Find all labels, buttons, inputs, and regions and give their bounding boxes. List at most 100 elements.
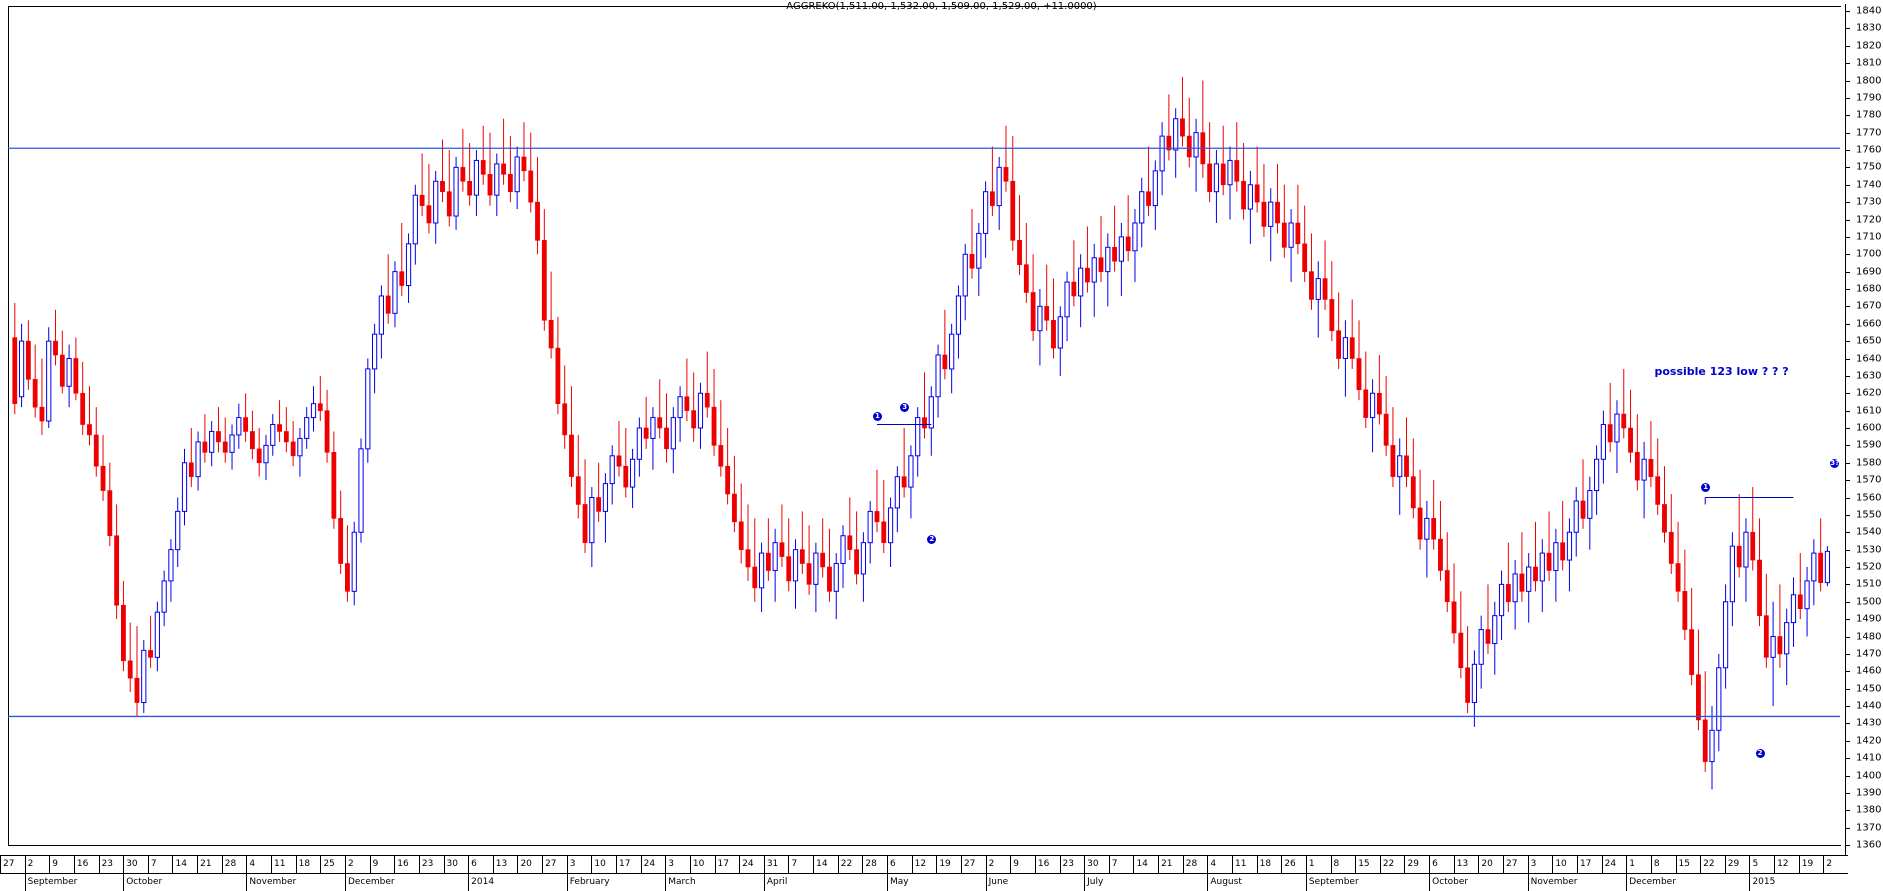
date-minor-tick: 11 xyxy=(1232,856,1257,873)
price-tick-mark xyxy=(1845,532,1850,534)
price-tick-mark xyxy=(1845,202,1850,204)
price-tick-mark xyxy=(1845,236,1850,238)
date-minor-tick: 21 xyxy=(197,856,222,873)
date-major-tick: March xyxy=(665,874,764,891)
price-tick-label: 1630 xyxy=(1856,370,1882,382)
date-minor-tick: 7 xyxy=(788,856,813,873)
date-minor-tick: 25 xyxy=(320,856,345,873)
price-tick-mark xyxy=(1845,636,1850,638)
price-tick-label: 1600 xyxy=(1856,422,1882,434)
date-minor-tick: 31 xyxy=(763,856,789,873)
date-minor-tick: 2 xyxy=(985,856,1011,873)
date-axis-top-rule xyxy=(0,855,1848,856)
price-tick-label: 1810 xyxy=(1856,57,1882,69)
date-minor-tick: 6 xyxy=(887,856,912,873)
price-tick-label: 1390 xyxy=(1856,787,1882,799)
date-minor-tick: 20 xyxy=(1478,856,1503,873)
price-tick-mark xyxy=(1845,775,1850,777)
price-axis: 1840 1830 1820 1810 1800 1790 1780 1770 1760 1750… xyxy=(1845,0,1883,855)
price-tick-label: 1730 xyxy=(1856,196,1882,208)
price-tick-label: 1550 xyxy=(1856,509,1882,521)
date-minor-tick: 7 xyxy=(147,856,173,873)
price-tick-label: 1520 xyxy=(1856,561,1882,573)
price-axis-line xyxy=(1845,4,1846,856)
date-minor-tick: 22 xyxy=(1700,856,1725,873)
price-tick-mark xyxy=(1845,28,1850,30)
price-tick-mark xyxy=(1845,289,1850,290)
date-major-tick: June xyxy=(985,874,1085,891)
price-tick-label: 1470 xyxy=(1856,648,1882,660)
price-tick-label: 1570 xyxy=(1856,474,1882,486)
price-tick-mark xyxy=(1845,132,1850,134)
price-tick-label: 1620 xyxy=(1856,387,1882,399)
price-tick-mark xyxy=(1845,184,1850,186)
elliott-wave-label: 2 xyxy=(927,535,937,545)
price-tick-label: 1370 xyxy=(1856,822,1882,834)
date-minor-tick: 4 xyxy=(1207,856,1232,873)
price-tick-mark xyxy=(1845,167,1850,169)
price-tick-label: 1640 xyxy=(1856,353,1882,364)
date-minor-tick: 6 xyxy=(468,856,493,873)
plot-frame xyxy=(8,6,1841,846)
date-minor-tick: 28 xyxy=(221,856,247,873)
price-tick-mark xyxy=(1845,601,1850,603)
price-tick-label: 1450 xyxy=(1856,683,1882,695)
date-minor-tick: 12 xyxy=(1774,856,1799,873)
price-tick-mark xyxy=(1845,845,1850,846)
price-tick-label: 1590 xyxy=(1856,439,1882,451)
date-minor-tick: 27 xyxy=(0,856,25,873)
price-tick-label: 1660 xyxy=(1856,318,1882,330)
price-tick-mark xyxy=(1845,671,1850,673)
date-minor-tick: 14 xyxy=(172,856,197,873)
price-tick-label: 1760 xyxy=(1856,144,1882,156)
date-minor-tick: 17 xyxy=(714,856,740,873)
price-tick-label: 1710 xyxy=(1856,231,1882,243)
date-minor-tick: 12 xyxy=(911,856,937,873)
date-minor-tick: 19 xyxy=(1798,856,1824,873)
date-minor-tick: 2 xyxy=(344,856,370,873)
price-tick-label: 1400 xyxy=(1856,770,1882,781)
price-tick-mark xyxy=(1845,567,1850,568)
date-minor-tick: 17 xyxy=(1576,856,1602,873)
date-minor-tick: 3 xyxy=(566,856,592,873)
date-minor-tick: 2 xyxy=(24,856,50,873)
date-major-tick: October xyxy=(1429,874,1528,891)
price-tick-mark xyxy=(1845,254,1850,256)
price-tick-mark xyxy=(1845,375,1850,377)
price-tick-mark xyxy=(1845,80,1850,82)
price-tick-mark xyxy=(1845,514,1850,516)
elliott-wave-label: 2 xyxy=(1755,748,1765,758)
date-minor-tick: 16 xyxy=(73,856,99,873)
date-minor-tick: 13 xyxy=(1453,856,1479,873)
price-tick-mark xyxy=(1845,63,1850,65)
date-major-tick: November xyxy=(246,874,345,891)
price-tick-mark xyxy=(1845,584,1850,586)
date-major-tick: 2015 xyxy=(1749,874,1848,891)
date-minor-tick: 19 xyxy=(936,856,961,873)
price-tick-label: 1650 xyxy=(1856,335,1882,347)
date-minor-tick: 2 xyxy=(1823,856,1848,873)
date-minor-tick: 3 xyxy=(665,856,690,873)
price-tick-label: 1580 xyxy=(1856,457,1882,469)
date-minor-tick: 8 xyxy=(1650,856,1676,873)
price-tick-label: 1500 xyxy=(1856,596,1882,608)
plot-area[interactable] xyxy=(8,10,1840,846)
price-tick-label: 1680 xyxy=(1856,283,1882,295)
date-minor-tick: 30 xyxy=(1084,856,1109,873)
price-tick-mark xyxy=(1845,271,1850,273)
price-tick-label: 1540 xyxy=(1856,526,1882,538)
price-tick-label: 1490 xyxy=(1856,613,1882,625)
date-minor-tick: 24 xyxy=(640,856,666,873)
price-tick-mark xyxy=(1845,341,1850,343)
price-tick-label: 1530 xyxy=(1856,544,1882,556)
price-tick-mark xyxy=(1845,97,1850,99)
chart-note: possible 123 low ? ? ? xyxy=(1654,365,1789,379)
date-minor-tick: 16 xyxy=(394,856,419,873)
date-minor-tick: 9 xyxy=(1010,856,1035,873)
price-tick-mark xyxy=(1845,723,1850,725)
date-minor-tick: 21 xyxy=(1158,856,1183,873)
date-axis: 27 2 9 16 23 30 7 14 21 28 4 11 18 25 2 9 16 23 30 6 13 20 27 3… xyxy=(0,855,1848,891)
date-minor-tick: 27 xyxy=(1503,856,1528,873)
price-tick-mark xyxy=(1845,45,1850,47)
